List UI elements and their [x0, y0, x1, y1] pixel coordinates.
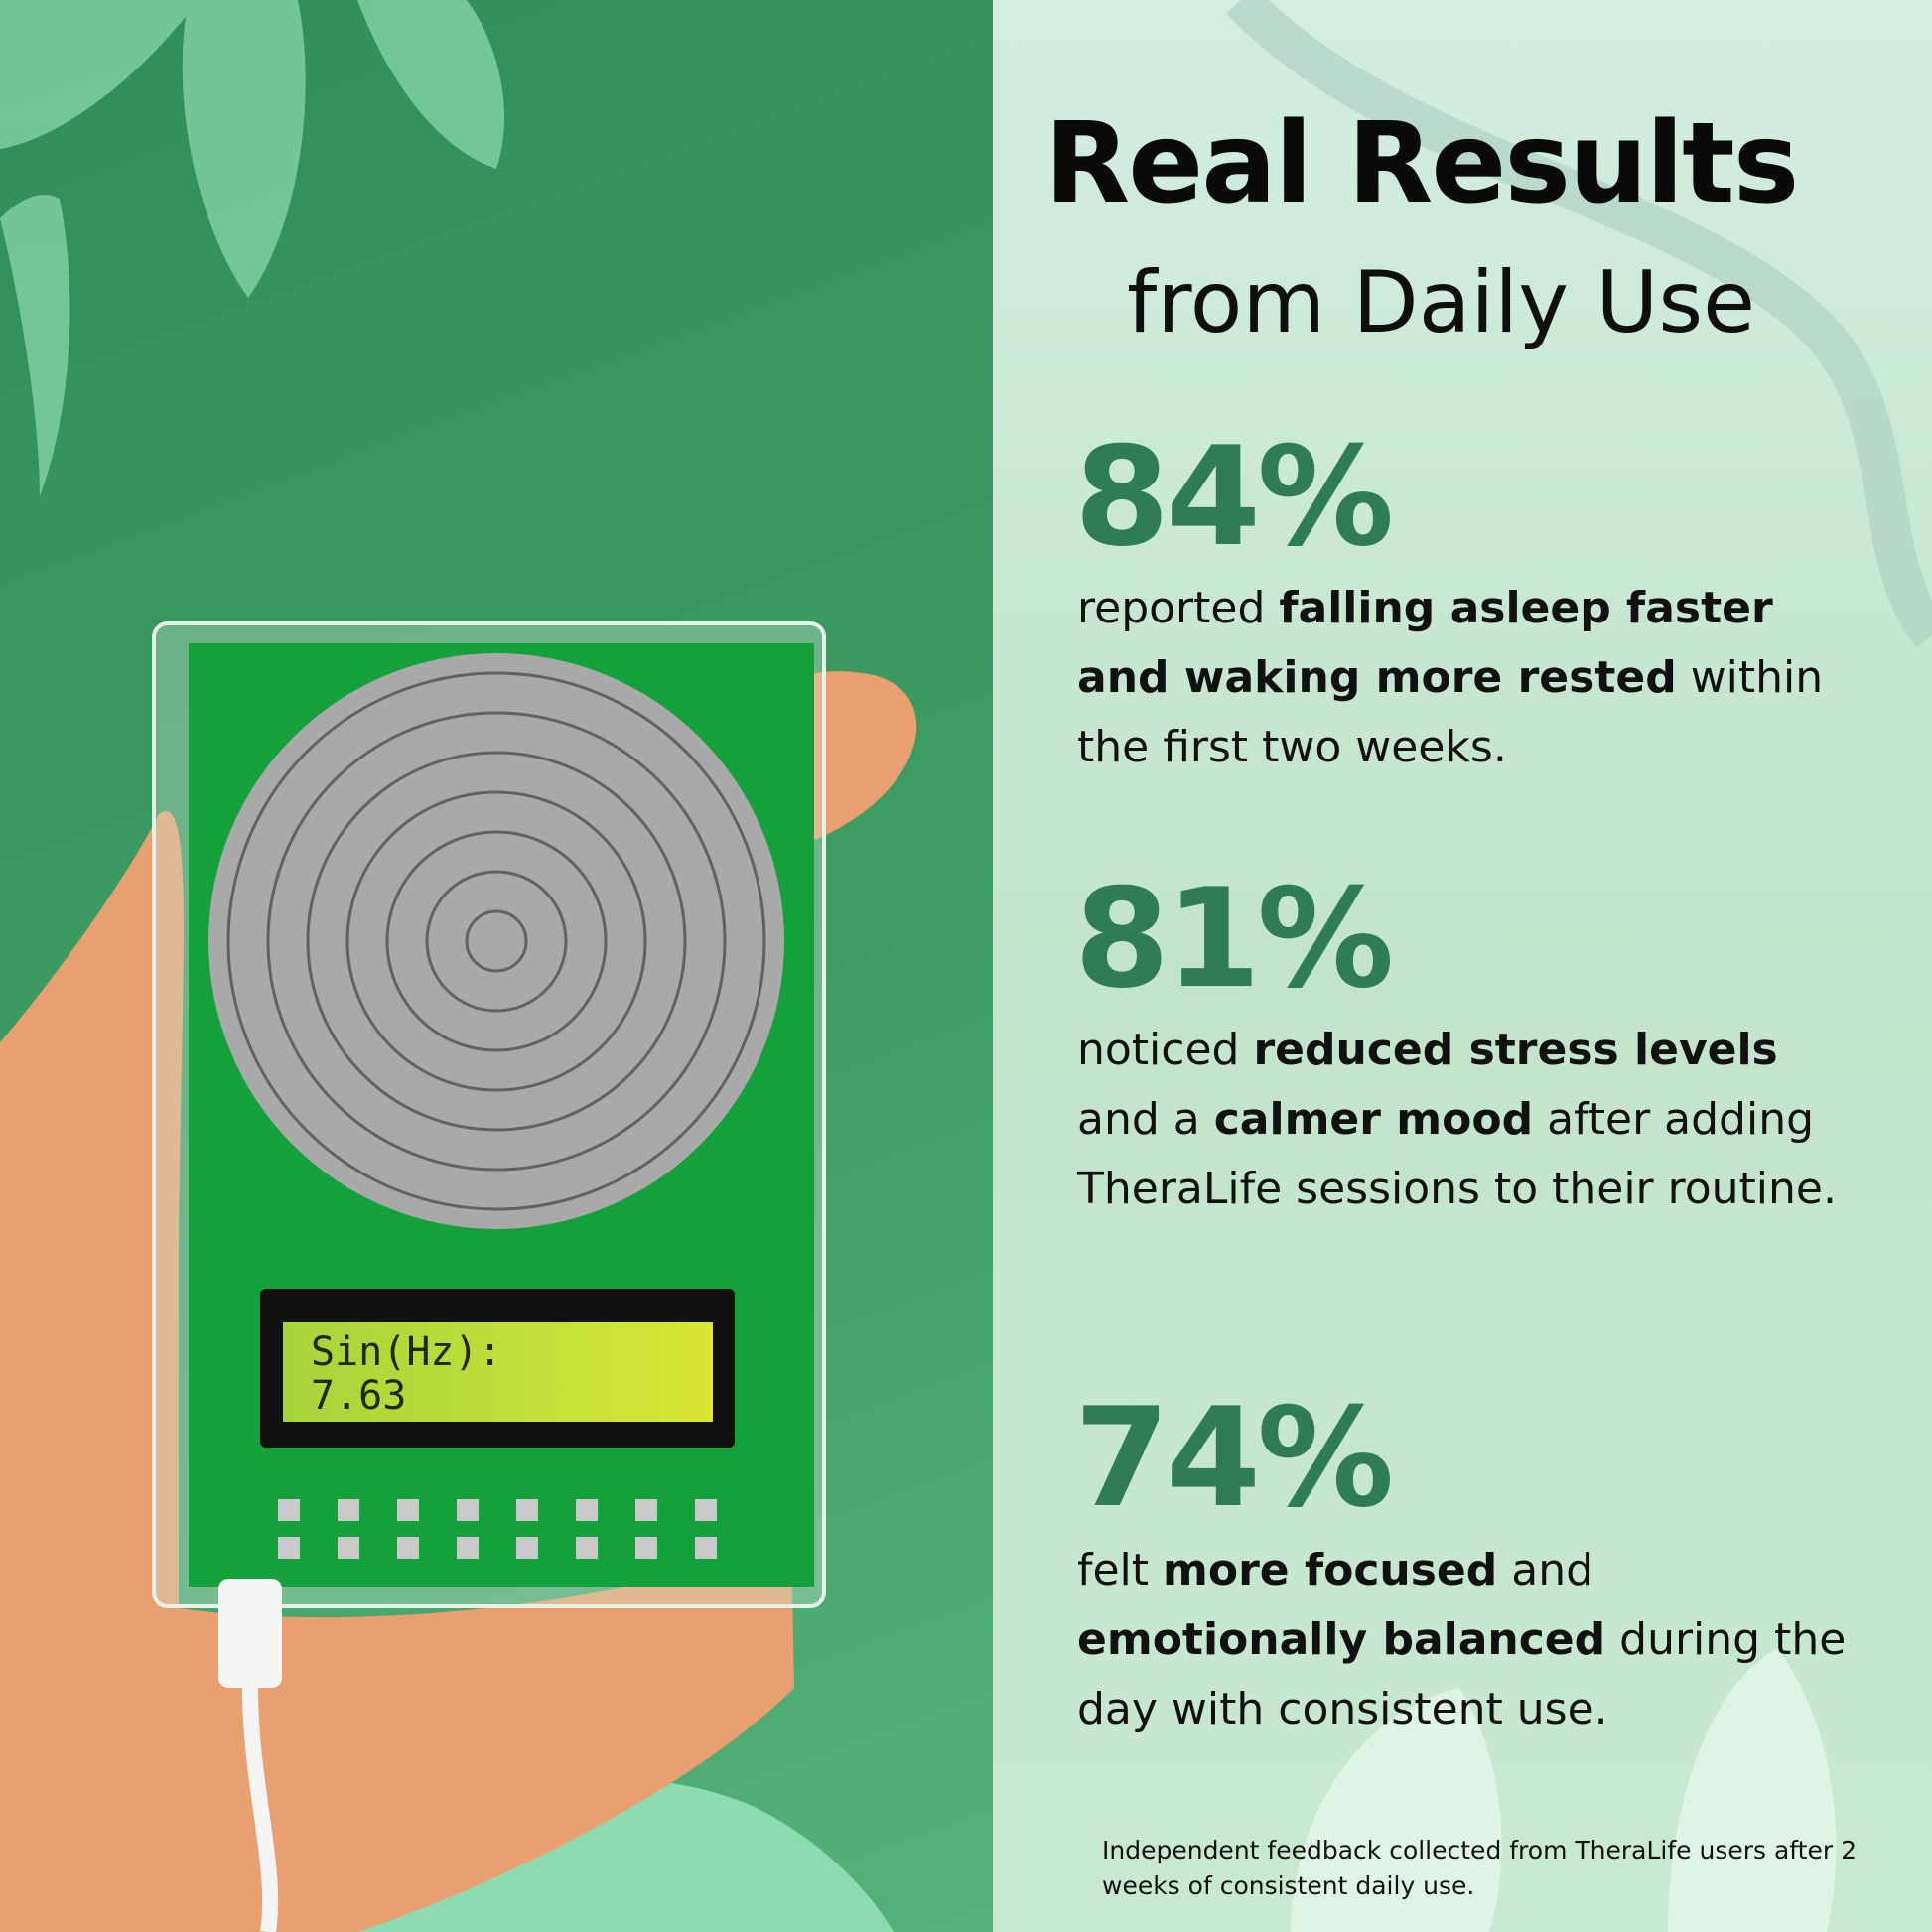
results-panel	[993, 0, 1932, 1932]
stat-description-focus: felt more focused and emotionally balanc…	[1077, 1545, 1847, 1734]
stat-description-sleep: reported falling asleep faster and wakin…	[1077, 583, 1824, 772]
lcd-line-2: 7.63	[311, 1373, 407, 1419]
usb-cable	[242, 1687, 279, 1932]
buttons	[278, 1499, 717, 1559]
stat-value-sleep: 84%	[1074, 417, 1394, 577]
footnote: Independent feedback collected from Ther…	[1102, 1836, 1857, 1900]
product-illustration	[0, 0, 917, 1932]
page-title: Real Results	[1044, 99, 1799, 228]
lcd-line-1: Sin(Hz):	[311, 1329, 502, 1375]
leaf-decoration-2	[1668, 1648, 1837, 1932]
stat-value-stress: 81%	[1074, 859, 1394, 1019]
stat-value-focus: 74%	[1074, 1378, 1394, 1538]
background-swirl	[1226, 0, 1932, 1932]
leaf-decoration	[0, 0, 505, 496]
product-photo-panel: Sin(Hz): 7.63	[0, 0, 993, 1932]
page-subtitle: from Daily Use	[1127, 253, 1756, 352]
lcd-screen: Sin(Hz): 7.63	[283, 1322, 713, 1422]
coil-disc	[208, 653, 784, 1229]
stat-description-stress: noticed reduced stress levels and a calm…	[1077, 1025, 1837, 1214]
usb-cable-plug	[218, 1579, 282, 1688]
leaf-decoration-1	[1291, 1688, 1502, 1932]
